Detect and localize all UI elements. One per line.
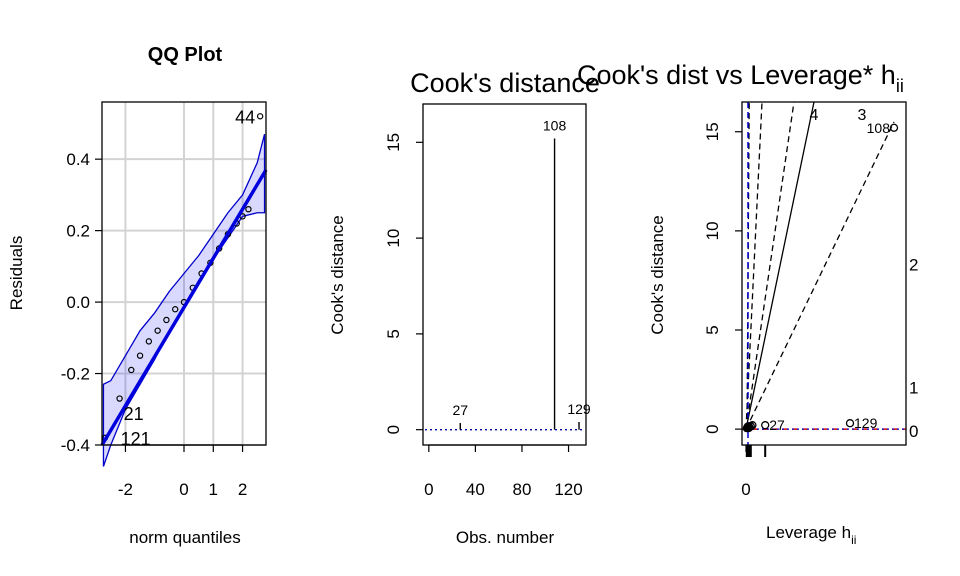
y-tick-label: 10: [703, 221, 722, 240]
contour-line: [745, 102, 815, 430]
title-main: Cook's dist vs Leverage* h: [577, 60, 896, 90]
contour-line: [745, 102, 795, 430]
contour-line: [745, 121, 895, 430]
title-subscript: ii: [896, 76, 904, 96]
x-axis-label: norm quantiles: [129, 528, 241, 547]
x-tick-label: -2: [118, 480, 133, 499]
chart-title: Cook's distance: [410, 68, 600, 98]
data-point: [256, 113, 264, 120]
y-tick-label: 0.4: [66, 150, 90, 169]
qq-plot-panel: 44 21 121 -2 0 1 2 -0.4 -0.2 0.0 0.2 0.4 QQ Plot norm…: [7, 44, 268, 547]
y-tick-label: 15: [384, 133, 403, 152]
y-axis-label: Residuals: [7, 236, 26, 311]
data-point: [116, 395, 123, 402]
y-tick-label: -0.2: [61, 365, 90, 384]
point-label: 44: [235, 107, 255, 127]
plot-frame: [422, 103, 587, 446]
y-tick-label: 0.2: [66, 222, 90, 241]
reference-line: [100, 168, 268, 446]
x-tick-label: 0: [424, 480, 433, 499]
bar-label: 27: [452, 402, 468, 418]
y-tick-label: 0: [703, 424, 722, 433]
point-label: 121: [121, 429, 151, 449]
point-label: 27: [769, 417, 785, 433]
plot-area: [742, 102, 906, 445]
right-axis-label: 2: [909, 256, 918, 275]
data-point: [145, 338, 153, 345]
x-tick-label: 0: [179, 480, 188, 499]
data-point: [761, 421, 770, 430]
chart-title: Cook's dist vs Leverage* hii: [577, 60, 904, 96]
data-point: [245, 205, 252, 213]
data-point: [136, 352, 144, 359]
contour-label: 4: [810, 107, 819, 124]
point-cluster: [743, 422, 754, 433]
data-point: [163, 316, 170, 324]
x-tick-label: 40: [466, 480, 485, 499]
chart-title: QQ Plot: [148, 44, 223, 66]
y-tick-label: -0.4: [61, 436, 90, 455]
y-tick-label: 0.0: [66, 293, 90, 312]
bar-label: 108: [543, 117, 567, 133]
x-label-main: Leverage h: [766, 523, 851, 542]
y-tick-label: 5: [703, 325, 722, 334]
plot-frame: [741, 101, 907, 446]
x-tick-label: 0: [741, 480, 750, 499]
x-tick-label: 120: [554, 480, 582, 499]
y-tick-label: 10: [384, 229, 403, 248]
y-tick-label: 5: [384, 329, 403, 338]
x-label-subscript: ii: [851, 533, 856, 547]
x-tick-label: 80: [513, 480, 532, 499]
y-axis-label: Cook's distance: [328, 215, 347, 334]
data-point: [889, 123, 899, 132]
x-axis-label: Obs. number: [456, 528, 555, 547]
point-label: 21: [124, 404, 144, 424]
data-point: [128, 366, 135, 374]
bar-label: 129: [567, 401, 591, 417]
right-axis-label: 0: [909, 422, 918, 441]
data-point: [845, 419, 855, 428]
cooks-distance-panel: 27 108 129 0 40 80 120 0 5 10 15 Cook's distance Obs…: [328, 68, 600, 547]
x-axis-label: Leverage hii: [766, 523, 856, 547]
data-point: [154, 327, 161, 334]
y-tick-label: 15: [703, 122, 722, 141]
right-axis-label: 1: [909, 379, 918, 398]
point-label: 108: [867, 120, 891, 136]
y-tick-label: 0: [384, 425, 403, 434]
point-label: 129: [854, 415, 878, 431]
x-tick-label: 1: [209, 480, 218, 499]
y-axis-label: Cook's distance: [648, 215, 667, 334]
x-tick-label: 2: [238, 480, 247, 499]
contour-label: 3: [858, 107, 867, 124]
data-point: [172, 306, 179, 313]
